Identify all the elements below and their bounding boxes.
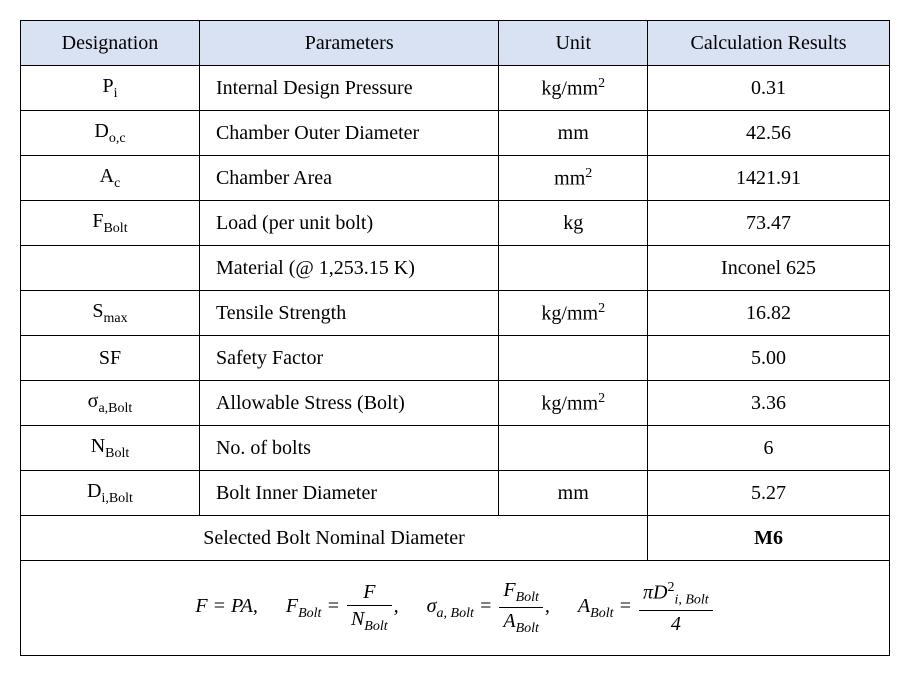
table-row: SmaxTensile Strengthkg/mm216.82 (21, 291, 890, 336)
cell-designation: Ac (21, 156, 200, 201)
table-row: PiInternal Design Pressurekg/mm20.31 (21, 66, 890, 111)
cell-result: 5.27 (648, 471, 890, 516)
table-row: σa,BoltAllowable Stress (Bolt)kg/mm23.36 (21, 381, 890, 426)
cell-parameter: Allowable Stress (Bolt) (199, 381, 498, 426)
cell-unit (499, 336, 648, 381)
cell-unit: mm2 (499, 156, 648, 201)
header-row: Designation Parameters Unit Calculation … (21, 21, 890, 66)
table-row: FBoltLoad (per unit bolt)kg73.47 (21, 201, 890, 246)
table-body: PiInternal Design Pressurekg/mm20.31Do,c… (21, 66, 890, 516)
cell-result: 1421.91 (648, 156, 890, 201)
footer-label: Selected Bolt Nominal Diameter (21, 516, 648, 561)
cell-unit: kg/mm2 (499, 66, 648, 111)
cell-unit: kg/mm2 (499, 291, 648, 336)
table-row: NBoltNo. of bolts 6 (21, 426, 890, 471)
cell-parameter: Bolt Inner Diameter (199, 471, 498, 516)
cell-parameter: Chamber Outer Diameter (199, 111, 498, 156)
cell-result: 16.82 (648, 291, 890, 336)
cell-result: 5.00 (648, 336, 890, 381)
cell-result: Inconel 625 (648, 246, 890, 291)
cell-parameter: Load (per unit bolt) (199, 201, 498, 246)
cell-result: 6 (648, 426, 890, 471)
footer-row: Selected Bolt Nominal Diameter M6 (21, 516, 890, 561)
cell-parameter: Safety Factor (199, 336, 498, 381)
cell-parameter: Tensile Strength (199, 291, 498, 336)
cell-designation: σa,Bolt (21, 381, 200, 426)
cell-designation: Do,c (21, 111, 200, 156)
cell-designation: NBolt (21, 426, 200, 471)
cell-result: 73.47 (648, 201, 890, 246)
cell-parameter: No. of bolts (199, 426, 498, 471)
cell-unit: kg (499, 201, 648, 246)
formula-row: F = PA,FBolt = FNBolt,σa, Bolt = FBoltAB… (21, 561, 890, 656)
cell-designation: Pi (21, 66, 200, 111)
cell-unit (499, 426, 648, 471)
cell-parameter: Chamber Area (199, 156, 498, 201)
cell-designation: Di,Bolt (21, 471, 200, 516)
table-row: SFSafety Factor 5.00 (21, 336, 890, 381)
table-row: AcChamber Areamm21421.91 (21, 156, 890, 201)
cell-designation: FBolt (21, 201, 200, 246)
cell-unit (499, 246, 648, 291)
cell-designation: Smax (21, 291, 200, 336)
header-unit: Unit (499, 21, 648, 66)
header-result: Calculation Results (648, 21, 890, 66)
cell-unit: kg/mm2 (499, 381, 648, 426)
formula-cell: F = PA,FBolt = FNBolt,σa, Bolt = FBoltAB… (21, 561, 890, 656)
table-row: Di,BoltBolt Inner Diametermm5.27 (21, 471, 890, 516)
cell-result: 3.36 (648, 381, 890, 426)
cell-parameter: Internal Design Pressure (199, 66, 498, 111)
cell-unit: mm (499, 471, 648, 516)
cell-designation: SF (21, 336, 200, 381)
cell-result: 42.56 (648, 111, 890, 156)
calculation-table: Designation Parameters Unit Calculation … (20, 20, 890, 656)
cell-unit: mm (499, 111, 648, 156)
table-row: Material (@ 1,253.15 K) Inconel 625 (21, 246, 890, 291)
header-designation: Designation (21, 21, 200, 66)
footer-value: M6 (648, 516, 890, 561)
cell-result: 0.31 (648, 66, 890, 111)
cell-parameter: Material (@ 1,253.15 K) (199, 246, 498, 291)
header-parameters: Parameters (199, 21, 498, 66)
table-row: Do,cChamber Outer Diametermm42.56 (21, 111, 890, 156)
cell-designation (21, 246, 200, 291)
